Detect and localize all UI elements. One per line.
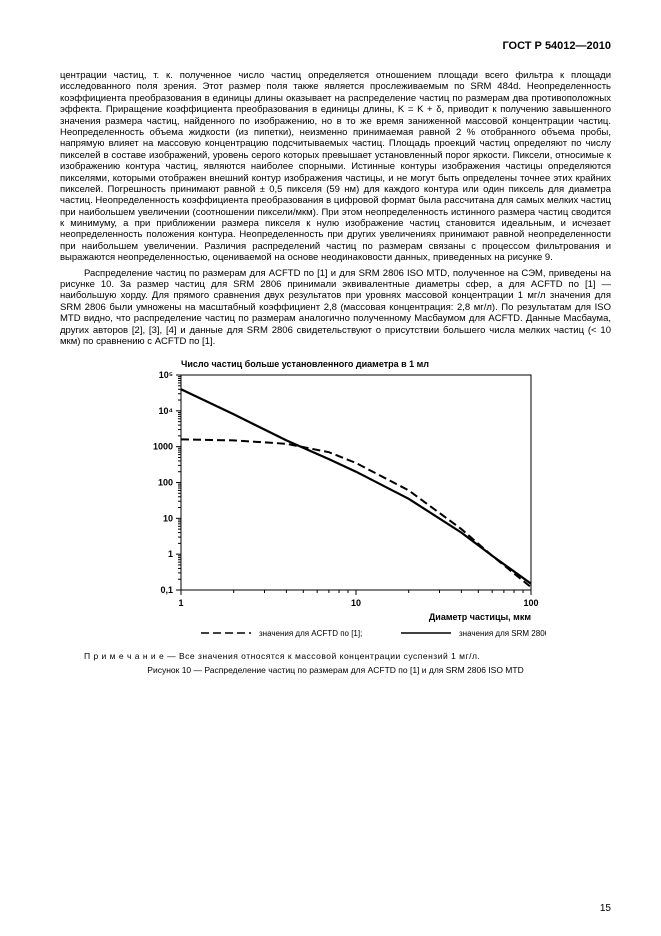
svg-text:10⁴: 10⁴ [158, 406, 172, 416]
paragraph-2: Распределение частиц по размерам для ACF… [60, 268, 611, 348]
document-id: ГОСТ Р 54012—2010 [60, 40, 611, 52]
svg-text:10: 10 [162, 514, 172, 524]
svg-text:10: 10 [350, 598, 360, 608]
note-label: П р и м е ч а н и е [84, 651, 164, 661]
note-text: — Все значения относятся к массовой конц… [164, 651, 480, 661]
svg-text:значения для ACFTD по [1];: значения для ACFTD по [1]; [259, 629, 362, 638]
svg-text:10⁵: 10⁵ [158, 370, 172, 380]
svg-text:100: 100 [157, 478, 172, 488]
paragraph-1: центрации частиц, т. к. полученное число… [60, 70, 611, 264]
svg-text:1000: 1000 [152, 442, 172, 452]
figure-10-chart: Число частиц больше установленного диаме… [126, 355, 546, 645]
svg-text:Число частиц больше установлен: Число частиц больше установленного диаме… [181, 359, 429, 369]
page-number: 15 [600, 903, 611, 914]
svg-text:0,1: 0,1 [160, 585, 173, 595]
svg-text:1: 1 [167, 550, 172, 560]
svg-text:100: 100 [523, 598, 538, 608]
svg-text:значения для SRM 2806: значения для SRM 2806 [459, 629, 546, 638]
figure-10-note: П р и м е ч а н и е — Все значения относ… [84, 651, 611, 661]
svg-text:1: 1 [178, 598, 183, 608]
figure-10-caption: Рисунок 10 — Распределение частиц по раз… [60, 665, 611, 675]
svg-text:Диаметр частицы, мкм: Диаметр частицы, мкм [428, 612, 530, 622]
